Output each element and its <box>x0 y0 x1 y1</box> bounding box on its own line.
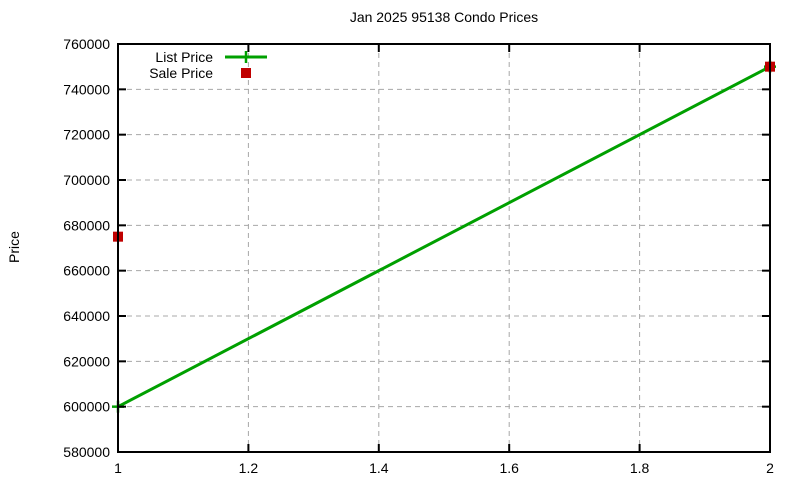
y-tick-label: 600000 <box>63 399 110 415</box>
y-tick-label: 640000 <box>63 308 110 324</box>
y-tick-label: 760000 <box>63 36 110 52</box>
chart-title: Jan 2025 95138 Condo Prices <box>349 9 539 25</box>
legend-label-list-price: List Price <box>155 49 213 65</box>
x-tick-label: 1.4 <box>369 460 389 476</box>
x-tick-label: 1.6 <box>499 460 519 476</box>
y-tick-label: 700000 <box>63 172 110 188</box>
legend-label-sale-price: Sale Price <box>149 65 213 81</box>
y-tick-label: 660000 <box>63 263 110 279</box>
x-tick-label: 1.8 <box>630 460 650 476</box>
legend-sample-marker-sale-price <box>241 68 251 78</box>
series-line-list-price <box>117 65 771 408</box>
y-axis-label: Price <box>6 231 22 263</box>
y-tick-label: 680000 <box>63 217 110 233</box>
x-tick-label: 1.2 <box>239 460 259 476</box>
x-tick-label: 1 <box>114 460 122 476</box>
y-tick-label: 740000 <box>63 81 110 97</box>
plot-border <box>117 43 771 453</box>
y-tick-label: 580000 <box>63 444 110 460</box>
y-tick-label: 720000 <box>63 127 110 143</box>
y-tick-label: 620000 <box>63 353 110 369</box>
x-tick-label: 2 <box>766 460 774 476</box>
